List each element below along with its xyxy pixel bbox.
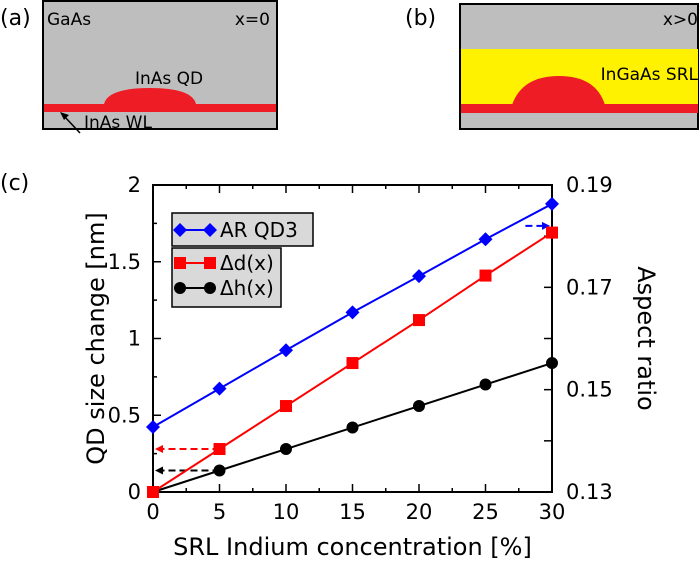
condition-a-label: x=0: [235, 10, 270, 30]
y2-tick-label: 0.15: [566, 378, 613, 402]
inas-qd-dome-b: [512, 76, 605, 105]
panel-c-label: (c): [0, 171, 29, 196]
data-point-diamond: [212, 381, 227, 396]
y2-tick-label: 0.19: [566, 173, 613, 197]
data-point-square: [413, 314, 425, 327]
black-dashed-arrow-head: [155, 466, 163, 475]
panel-b: (b) x>0 InGaAs SRL: [405, 3, 699, 130]
data-point-square: [280, 400, 292, 413]
legend-marker: [174, 282, 186, 294]
legend-label: AR QD3: [220, 218, 298, 242]
legend-marker: [173, 223, 187, 237]
y-tick-label: 0.5: [108, 403, 141, 427]
legend-marker: [204, 282, 216, 294]
inas-qd-dome: [104, 88, 196, 104]
inas-wetting-layer-b: [461, 104, 698, 113]
y-axis-label: QD size change [nm]: [82, 212, 110, 464]
blue-dashed-arrow-head: [542, 221, 550, 230]
data-point-square: [147, 486, 159, 498]
data-point-circle: [413, 400, 425, 413]
data-point-circle: [479, 378, 492, 391]
data-point-circle: [280, 443, 292, 456]
data-point-diamond: [279, 343, 293, 358]
data-point-square: [479, 269, 492, 282]
red-dashed-arrow-head: [155, 445, 163, 454]
legend-marker: [204, 257, 216, 269]
y-tick-label: 1: [128, 327, 141, 351]
legend-label: Δh(x): [220, 276, 274, 300]
legend-marker: [174, 257, 186, 269]
inas-qd-label: InAs QD: [135, 69, 203, 89]
data-point-square: [213, 443, 226, 456]
legend-box-size: [171, 247, 282, 308]
panel-a-label: (a): [0, 6, 31, 31]
x-axis-label: SRL Indium concentration [%]: [173, 533, 532, 561]
x-tick-label: 5: [213, 500, 226, 524]
data-point-diamond: [412, 269, 426, 284]
data-point-circle: [346, 421, 359, 434]
y-tick-label: 0: [128, 480, 141, 504]
y-tick-label: 1.5: [108, 250, 141, 274]
data-point-circle: [213, 464, 226, 477]
legend-label: Δd(x): [220, 251, 274, 275]
chart-c: 0 5 10 15 20 25 30 0 0.5 1 1.5 2 0.13 0.15 0.17 0.19 SRL…: [82, 173, 660, 561]
legend-box-ar: [171, 212, 314, 247]
panel-b-label: (b): [405, 6, 436, 31]
condition-b-label: x>0: [663, 10, 698, 30]
data-point-circle: [546, 357, 558, 370]
x-tick-label: 30: [539, 500, 566, 524]
inas-wetting-layer: [44, 104, 276, 112]
srl-label: InGaAs SRL: [601, 65, 699, 85]
data-point-diamond: [146, 420, 160, 435]
data-point-square: [346, 357, 359, 370]
y2-tick-label: 0.13: [566, 480, 613, 504]
data-point-diamond: [345, 305, 360, 320]
y2-tick-label: 0.17: [566, 275, 613, 299]
data-point-square: [546, 226, 558, 239]
wl-arrowhead: [60, 112, 69, 120]
inas-wl-label: InAs WL: [84, 113, 152, 133]
wl-arrow: [63, 115, 81, 134]
y2-axis-label: Aspect ratio: [632, 266, 660, 411]
y-tick-label: 2: [128, 173, 141, 197]
data-point-diamond: [545, 196, 559, 211]
x-tick-label: 10: [273, 500, 300, 524]
data-point-diamond: [478, 232, 493, 247]
legend-marker: [203, 223, 217, 237]
gaas-label: GaAs: [47, 10, 91, 30]
x-tick-label: 25: [472, 500, 499, 524]
panel-a: (a) GaAs x=0 InAs QD InAs WL: [0, 0, 278, 134]
x-tick-label: 15: [339, 500, 366, 524]
x-tick-label: 0: [146, 500, 159, 524]
x-tick-label: 20: [406, 500, 433, 524]
